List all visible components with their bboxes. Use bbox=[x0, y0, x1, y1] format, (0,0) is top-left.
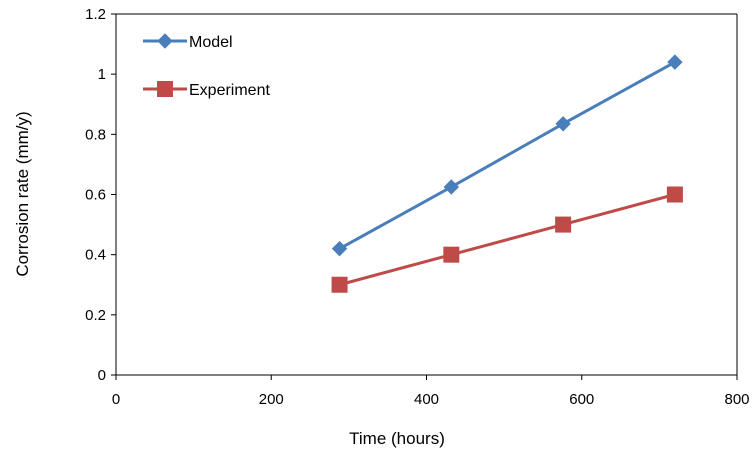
y-tick-label: 0 bbox=[98, 367, 106, 384]
data-point-experiment bbox=[666, 186, 683, 203]
x-tick-label: 0 bbox=[112, 391, 120, 408]
data-point-model bbox=[555, 116, 571, 132]
y-tick-label: 0.4 bbox=[85, 247, 106, 264]
y-tick-label: 1 bbox=[98, 66, 106, 83]
data-point-experiment bbox=[443, 246, 460, 263]
legend-item-model: Model bbox=[143, 33, 233, 51]
legend-label-model: Model bbox=[189, 34, 233, 51]
legend-item-experiment: Experiment bbox=[143, 81, 270, 99]
legend-marker-experiment bbox=[157, 81, 173, 97]
y-axis-title: Corrosion rate (mm/y) bbox=[13, 111, 32, 276]
x-tick-label: 200 bbox=[259, 391, 284, 408]
data-point-experiment bbox=[331, 276, 348, 293]
x-ticks: 0 200 400 600 800 bbox=[112, 375, 750, 408]
series-model bbox=[331, 54, 683, 257]
x-axis-title: Time (hours) bbox=[349, 429, 445, 448]
data-point-model bbox=[667, 54, 683, 70]
axes bbox=[115, 13, 738, 376]
legend-marker-model bbox=[157, 33, 173, 49]
legend: Model Experiment bbox=[143, 33, 270, 99]
x-tick-label: 600 bbox=[569, 391, 594, 408]
data-point-model bbox=[331, 240, 348, 257]
series-line-model bbox=[338, 60, 676, 250]
y-ticks: 0 0.2 0.4 0.6 0.8 1 1.2 bbox=[85, 6, 116, 384]
legend-label-experiment: Experiment bbox=[189, 82, 270, 99]
y-tick-label: 1.2 bbox=[85, 6, 106, 23]
x-tick-label: 400 bbox=[414, 391, 439, 408]
series-experiment bbox=[331, 186, 683, 293]
y-tick-label: 0.6 bbox=[85, 187, 106, 204]
y-tick-label: 0.2 bbox=[85, 307, 106, 324]
series-line-experiment bbox=[339, 193, 676, 287]
y-tick-label: 0.8 bbox=[85, 126, 106, 143]
series-layer bbox=[331, 54, 683, 293]
data-point-experiment bbox=[555, 216, 572, 233]
data-point-model bbox=[443, 179, 460, 195]
x-tick-label: 800 bbox=[724, 391, 749, 408]
